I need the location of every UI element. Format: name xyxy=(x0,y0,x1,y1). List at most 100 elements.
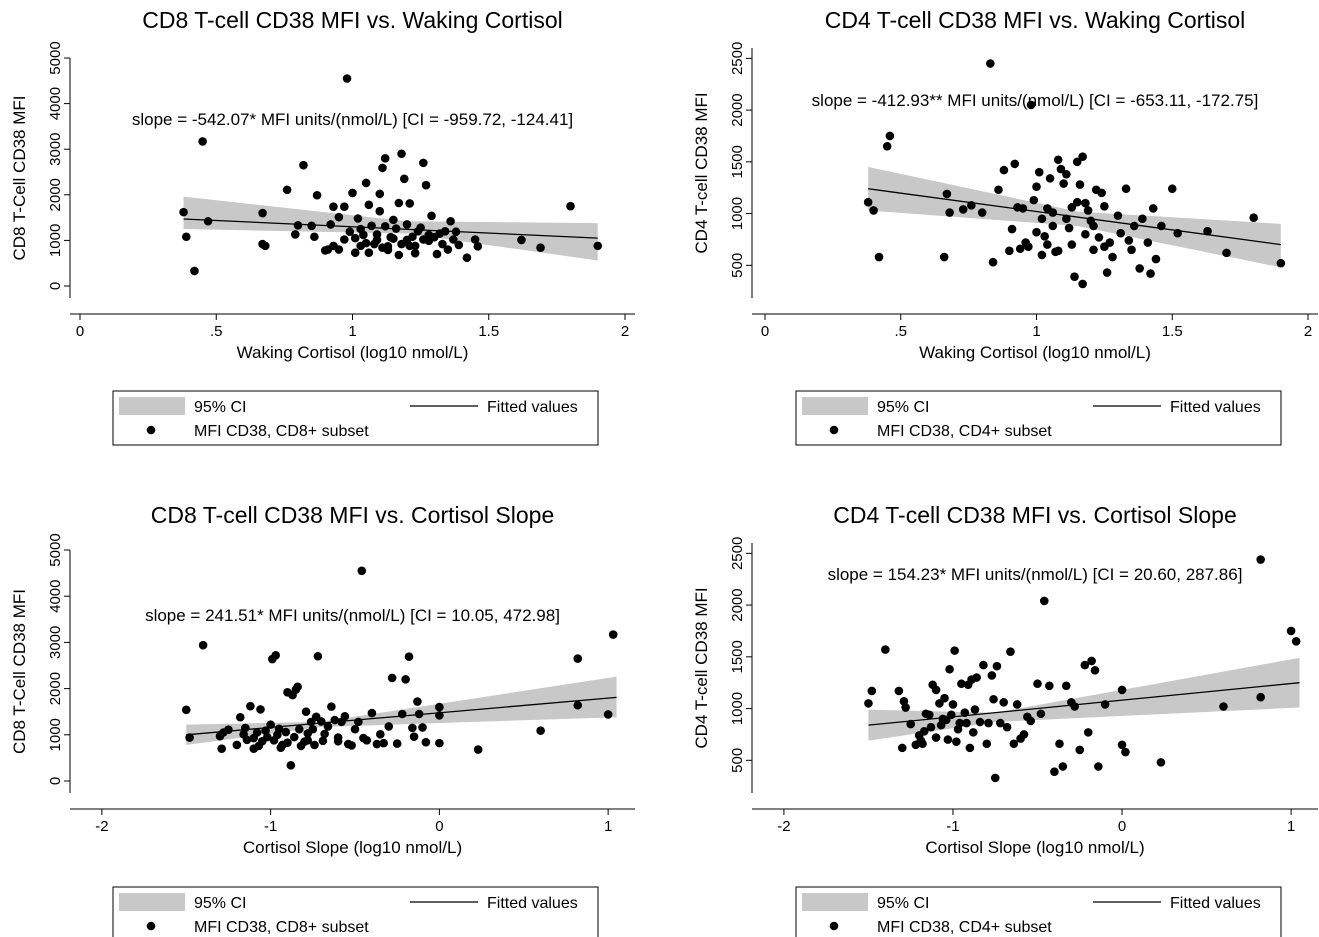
x-tick-label: 0 xyxy=(76,323,84,340)
y-tick-label: 2000 xyxy=(729,588,746,621)
data-point xyxy=(261,241,270,251)
data-point xyxy=(246,701,255,711)
data-point xyxy=(408,723,417,733)
y-axis-label: CD4 T-cell CD38 MFI xyxy=(692,92,711,253)
legend-point-label: MFI CD38, CD4+ subset xyxy=(877,919,1052,936)
data-point xyxy=(925,710,934,720)
data-point xyxy=(421,180,431,190)
data-point xyxy=(327,702,336,711)
data-point xyxy=(462,253,472,263)
data-point xyxy=(290,230,300,239)
data-point xyxy=(261,726,270,735)
data-point xyxy=(952,737,961,746)
chart-panel-2: CD4 T-cell CD38 MFI vs. Waking Cortisol 5… xyxy=(692,7,1318,446)
data-point xyxy=(404,652,414,662)
data-point xyxy=(1026,100,1036,110)
data-point xyxy=(1116,228,1125,238)
data-point xyxy=(962,718,971,728)
data-point xyxy=(318,736,328,746)
data-point xyxy=(1072,157,1082,167)
data-point xyxy=(334,212,344,222)
data-point xyxy=(326,220,336,229)
data-point xyxy=(198,137,207,146)
data-point xyxy=(1006,647,1015,656)
data-point xyxy=(350,233,360,243)
data-point xyxy=(289,732,299,742)
data-point xyxy=(383,245,393,255)
data-point xyxy=(418,723,427,732)
legend-point-label: MFI CD38, CD4+ subset xyxy=(877,423,1052,440)
data-point xyxy=(1090,665,1100,675)
y-tick-label: 2500 xyxy=(729,42,746,75)
x-tick-label: 0 xyxy=(1118,818,1126,835)
data-point xyxy=(1157,221,1166,231)
legend-ci-swatch xyxy=(119,893,185,911)
legend-ci-label: 95% CI xyxy=(877,895,929,912)
data-point xyxy=(931,685,941,695)
data-point xyxy=(198,640,208,650)
data-point xyxy=(1087,656,1096,666)
data-point xyxy=(301,707,311,716)
data-point xyxy=(1067,203,1077,212)
data-point xyxy=(992,661,1002,671)
legend-ci-label: 95% CI xyxy=(877,399,929,416)
x-tick-label: 1 xyxy=(348,323,356,340)
data-point xyxy=(986,59,995,68)
data-point xyxy=(960,708,970,718)
data-point xyxy=(307,221,316,231)
data-point xyxy=(181,705,191,715)
data-point xyxy=(1039,596,1049,606)
data-point xyxy=(968,728,978,737)
data-point xyxy=(1129,221,1139,231)
data-point xyxy=(286,760,296,770)
x-axis-label: Waking Cortisol (log10 nmol/L) xyxy=(237,343,469,362)
data-point xyxy=(282,185,292,195)
data-point xyxy=(392,739,402,748)
chart-panel-1: CD8 T-cell CD38 MFI vs. Waking Cortisol 0… xyxy=(10,7,635,446)
data-point xyxy=(1018,204,1028,213)
data-point xyxy=(389,215,398,225)
chart-title: CD8 T-cell CD38 MFI vs. Waking Cortisol xyxy=(142,7,562,33)
data-point xyxy=(380,154,390,163)
data-point xyxy=(1081,198,1090,208)
data-point xyxy=(408,232,417,242)
data-point xyxy=(440,226,450,236)
data-point xyxy=(316,717,326,726)
data-point xyxy=(1053,155,1063,165)
legend-fit-label: Fitted values xyxy=(1170,895,1261,912)
legend-point-swatch xyxy=(829,425,839,435)
data-point xyxy=(334,245,344,254)
data-point xyxy=(945,208,954,217)
data-point xyxy=(353,214,363,223)
data-point xyxy=(443,245,453,254)
y-tick-label: 2000 xyxy=(729,93,746,126)
data-point xyxy=(372,235,382,245)
data-point xyxy=(1203,226,1212,236)
data-point xyxy=(1124,236,1134,245)
y-tick-label: 4000 xyxy=(47,580,64,613)
data-point xyxy=(990,773,1000,783)
data-point xyxy=(384,722,394,731)
y-tick-label: 5000 xyxy=(47,533,64,566)
data-point xyxy=(864,699,873,708)
data-point xyxy=(1075,180,1085,189)
x-tick-label: -2 xyxy=(95,818,108,835)
data-point xyxy=(350,724,360,734)
data-point xyxy=(269,736,279,745)
data-point xyxy=(271,651,280,660)
data-point xyxy=(1081,229,1090,239)
y-tick-label: 5000 xyxy=(47,41,64,74)
data-point xyxy=(232,740,242,750)
y-tick-label: 2000 xyxy=(47,178,64,211)
data-point xyxy=(320,729,329,739)
data-point xyxy=(1121,184,1131,194)
data-point xyxy=(379,738,388,748)
data-point xyxy=(378,163,387,173)
legend-box xyxy=(795,886,1282,937)
y-tick-label: 3000 xyxy=(47,133,64,166)
x-tick-label: .5 xyxy=(210,323,223,340)
data-point xyxy=(988,257,998,267)
x-tick-label: 0 xyxy=(435,818,443,835)
data-point xyxy=(573,654,583,663)
data-point xyxy=(1040,232,1049,241)
